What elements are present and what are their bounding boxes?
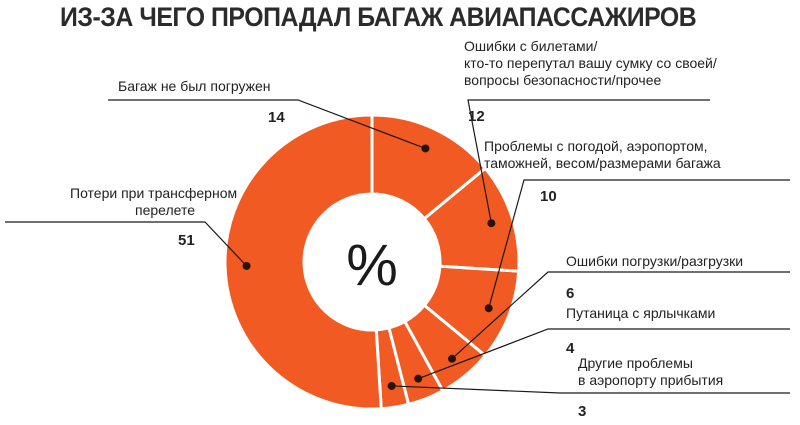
- slice-label-line: Ошибки с билетами/: [464, 38, 598, 54]
- slice-label: Ошибки погрузки/разгрузки: [566, 253, 766, 270]
- slice-label: Другие проблемы в аэропорту прибытия: [578, 355, 778, 389]
- leader-line: [488, 179, 790, 309]
- slice-label-line: перелете: [134, 202, 195, 218]
- slice-label-line: Ошибки погрузки/разгрузки: [566, 253, 744, 269]
- leader-line: [451, 271, 790, 360]
- slice-value: 14: [268, 109, 285, 126]
- chart-title: ИЗ-ЗА ЧЕГО ПРОПАДАЛ БАГАЖ АВИАПАССАЖИРОВ: [60, 2, 697, 32]
- slice-value: 51: [178, 232, 195, 249]
- slice-label-line: Путаница с ярлычками: [566, 305, 716, 321]
- slice-label-line: в аэропорту прибытия: [578, 372, 724, 388]
- slice-label: Проблемы с погодой, аэропортом, таможней,…: [484, 138, 774, 172]
- slice-label-line: таможней, весом/размерами багажа: [484, 155, 721, 171]
- leader-line: [5, 221, 247, 267]
- slice-label: Путаница с ярлычками: [566, 305, 766, 322]
- slice-value: 3: [578, 403, 587, 420]
- slice-label-line: кто-то перепутал вашу сумку со своей/: [464, 55, 717, 71]
- slice-label-line: Потери при трансферном: [70, 185, 238, 201]
- leader-line: [391, 385, 790, 394]
- slice-label-line: Багаж не был погружен: [118, 78, 271, 94]
- slice-label-line: вопросы безопасности/прочее: [464, 72, 662, 88]
- leader-line: [467, 99, 710, 224]
- donut-slices: [223, 113, 521, 411]
- slice-label-line: Другие проблемы: [578, 355, 693, 371]
- leader-line: [417, 328, 790, 380]
- center-percent-symbol: %: [346, 233, 398, 298]
- slice-label: Ошибки с билетами/кто-то перепутал вашу …: [464, 38, 754, 89]
- slice-label: Багаж не был погружен: [118, 78, 288, 95]
- slice-label-line: Проблемы с погодой, аэропортом,: [484, 138, 708, 154]
- donut-slice: [223, 113, 383, 411]
- slice-label: Потери при трансферном перелете: [70, 185, 238, 219]
- slice-value: 4: [566, 340, 575, 357]
- slice-value: 10: [540, 188, 557, 205]
- slice-value: 12: [468, 108, 485, 125]
- leader-line: [108, 99, 426, 150]
- slice-value: 6: [566, 285, 575, 302]
- leader-lines: [5, 99, 790, 394]
